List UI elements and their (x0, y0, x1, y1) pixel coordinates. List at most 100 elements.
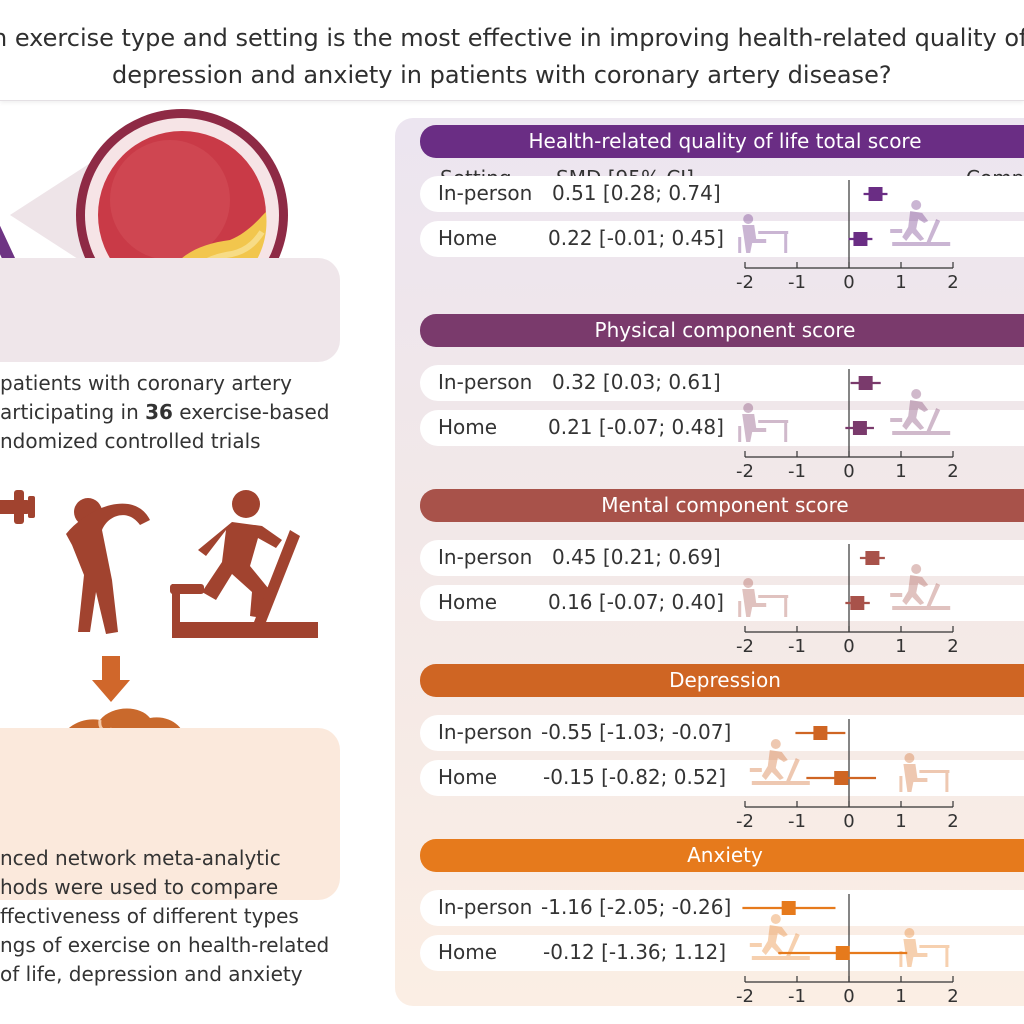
arrow-down-icon (92, 656, 130, 702)
point-estimate (858, 376, 873, 390)
panel-title: Health-related quality of life total sco… (528, 129, 922, 153)
setting-label: Home (438, 765, 498, 789)
panel-title: Depression (669, 668, 781, 692)
x-tick-label: 2 (947, 461, 958, 482)
smd-ci-label: 0.51 [0.28; 0.74] (552, 181, 721, 205)
panel-header-4: Anxiety (420, 839, 1024, 872)
x-tick-label: -2 (736, 636, 754, 657)
point-estimate (835, 946, 850, 960)
setting-label: Home (438, 415, 498, 439)
smd-ci-label: 0.22 [-0.01; 0.45] (548, 226, 724, 250)
instrument-handle-icon (0, 207, 18, 271)
x-tick-label: 1 (895, 272, 906, 293)
setting-label: Home (438, 590, 498, 614)
x-tick-label: 0 (843, 636, 854, 657)
desk-silhouette-icon (899, 753, 950, 792)
panel-header-3: Depression (420, 664, 1024, 697)
title-bar: h exercise type and setting is the most … (0, 0, 1024, 101)
methods-line-2: hods were used to compare (0, 875, 279, 899)
desk-silhouette-icon (738, 214, 789, 253)
point-estimate (853, 232, 868, 246)
setting-label: In-person (438, 545, 533, 569)
desk-silhouette-icon (899, 928, 950, 967)
methods-box (0, 728, 340, 900)
point-estimate (813, 726, 828, 740)
x-tick-label: -1 (788, 811, 806, 832)
treadmill-silhouette-icon (749, 914, 810, 960)
setting-label: In-person (438, 720, 533, 744)
setting-label: In-person (438, 181, 533, 205)
methods-line-3: ffectiveness of different types (0, 904, 299, 928)
result-row (420, 760, 1024, 796)
panel-title: Physical component score (594, 318, 856, 342)
smd-ci-label: 0.21 [-0.07; 0.48] (548, 415, 724, 439)
x-tick-label: 2 (947, 811, 958, 832)
smd-ci-label: 0.16 [-0.07; 0.40] (548, 590, 724, 614)
panel-header-2: Mental component score (420, 489, 1024, 522)
x-tick-label: 2 (947, 986, 958, 1007)
smd-ci-label: 0.45 [0.21; 0.69] (552, 545, 721, 569)
x-tick-label: -2 (736, 461, 754, 482)
x-tick-label: 0 (843, 461, 854, 482)
result-row (420, 715, 1024, 751)
methods-line-4: ngs of exercise on health-related (0, 933, 330, 957)
x-tick-label: 1 (895, 986, 906, 1007)
trial-count: 36 (145, 400, 173, 424)
treadmill-silhouette-icon (749, 739, 810, 785)
setting-label: Home (438, 226, 498, 250)
setting-label: In-person (438, 895, 533, 919)
summary-line-1: patients with coronary artery (0, 371, 293, 395)
result-row (420, 890, 1024, 926)
desk-silhouette-icon (738, 403, 789, 442)
point-estimate (834, 771, 849, 785)
smd-ci-label: -1.16 [-2.05; -0.26] (541, 895, 732, 919)
title-line-1: h exercise type and setting is the most … (0, 24, 1024, 52)
x-tick-label: -1 (788, 986, 806, 1007)
x-tick-label: 0 (843, 272, 854, 293)
summary-line-2: articipating in 36 exercise-based (0, 400, 329, 424)
setting-label: Home (438, 940, 498, 964)
summary-line-2b: exercise-based (172, 400, 330, 424)
smd-ci-label: -0.12 [-1.36; 1.12] (543, 940, 727, 964)
smd-ci-label: -0.55 [-1.03; -0.07] (541, 720, 732, 744)
treadmill-runner-icon (170, 490, 318, 638)
x-tick-label: -2 (736, 272, 754, 293)
result-row (420, 935, 1024, 971)
trial-summary-box (0, 258, 340, 362)
panel-header-1: Physical component score (420, 314, 1024, 347)
x-tick-label: 0 (843, 811, 854, 832)
result-row (420, 221, 1024, 257)
x-tick-label: -1 (788, 461, 806, 482)
point-estimate (865, 551, 880, 565)
desk-silhouette-icon (738, 578, 789, 617)
result-row (420, 365, 1024, 401)
point-estimate (850, 596, 865, 610)
panel-title: Anxiety (687, 843, 763, 867)
stretching-person-icon (66, 498, 150, 634)
summary-line-3: ndomized controlled trials (0, 429, 261, 453)
treadmill-silhouette-icon (890, 389, 951, 435)
panel-title: Mental component score (601, 493, 849, 517)
zoom-cone (10, 160, 95, 270)
x-tick-label: -2 (736, 811, 754, 832)
smd-ci-label: 0.32 [0.03; 0.61] (552, 370, 721, 394)
dumbbell-icon (0, 490, 35, 524)
x-tick-label: 1 (895, 636, 906, 657)
x-tick-label: 1 (895, 461, 906, 482)
panel-header-0: Health-related quality of life total sco… (420, 125, 1024, 158)
setting-label: In-person (438, 370, 533, 394)
summary-line-2a: articipating in (0, 400, 146, 424)
x-tick-label: 0 (843, 986, 854, 1007)
methods-line-1: nced network meta-analytic (0, 846, 281, 870)
treadmill-silhouette-icon (890, 564, 951, 610)
result-row (420, 585, 1024, 621)
methods-line-5: of life, depression and anxiety (0, 962, 303, 986)
x-tick-label: -2 (736, 986, 754, 1007)
result-row (420, 176, 1024, 212)
smd-ci-label: -0.15 [-0.82; 0.52] (543, 765, 727, 789)
point-estimate (852, 421, 867, 435)
point-estimate (868, 187, 883, 201)
x-tick-label: 1 (895, 811, 906, 832)
title-line-2: depression and anxiety in patients with … (112, 61, 892, 89)
